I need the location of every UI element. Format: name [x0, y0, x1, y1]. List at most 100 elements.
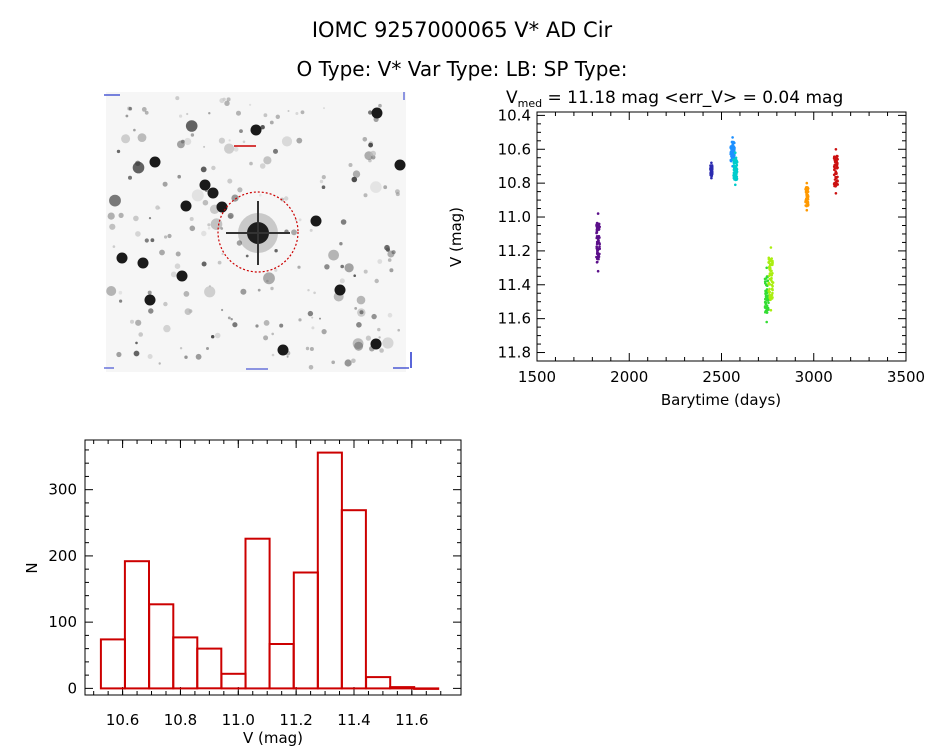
field-star — [147, 290, 152, 295]
field-star — [384, 244, 390, 251]
target-star-glare — [226, 201, 290, 265]
field-star — [263, 320, 270, 326]
lc-point — [595, 222, 599, 226]
lc-ytick-label: 10.4 — [498, 106, 531, 124]
field-star — [174, 263, 181, 270]
field-star — [125, 114, 129, 118]
lc-point — [771, 281, 775, 284]
field-star — [184, 355, 188, 359]
lc-point — [767, 301, 770, 305]
lc-point — [769, 246, 773, 249]
lc-point — [806, 195, 810, 199]
field-star — [297, 265, 301, 269]
lc-point — [735, 162, 738, 165]
bright-star — [277, 344, 289, 356]
lc-point — [596, 227, 599, 231]
lc-title-prefix: V — [506, 88, 518, 108]
field-star — [270, 286, 274, 291]
lc-plot-frame — [536, 111, 907, 362]
field-star — [203, 145, 206, 148]
field-star — [175, 96, 180, 101]
field-star — [227, 316, 231, 320]
field-star — [133, 350, 140, 357]
lc-point — [769, 308, 773, 312]
field-star — [368, 142, 373, 148]
field-star — [281, 136, 293, 147]
hist-bar — [172, 636, 199, 690]
field-star — [383, 185, 388, 190]
lc-point — [768, 296, 772, 299]
bright-star — [144, 294, 156, 306]
lc-point — [806, 197, 810, 201]
lc-point — [834, 148, 838, 151]
field-star — [189, 225, 196, 232]
field-star — [179, 347, 183, 350]
aperture-circle — [217, 191, 299, 273]
field-star — [109, 194, 121, 207]
lc-point — [767, 258, 771, 261]
field-star — [368, 158, 372, 163]
lc-point — [832, 156, 836, 160]
field-star — [374, 278, 379, 284]
field-star — [148, 308, 154, 314]
field-star — [271, 353, 275, 357]
field-star — [311, 316, 314, 319]
lc-point — [729, 152, 732, 156]
field-star — [179, 114, 183, 118]
lc-point — [765, 275, 769, 278]
field-star — [313, 291, 316, 295]
field-star — [263, 113, 268, 118]
lc-point — [731, 152, 735, 156]
lc-xtick-label: 3500 — [887, 368, 925, 386]
field-star — [242, 140, 246, 144]
lc-point — [734, 183, 737, 187]
field-star — [311, 326, 315, 330]
hist-plot-frame — [84, 439, 462, 696]
field-star — [249, 103, 252, 106]
field-star — [382, 337, 394, 349]
field-star — [391, 250, 396, 255]
field-star — [207, 226, 211, 230]
field-star — [184, 137, 192, 146]
lc-point — [596, 260, 599, 264]
lc-point — [733, 170, 736, 174]
field-star — [138, 332, 143, 337]
lc-point — [595, 255, 598, 259]
field-star — [305, 346, 310, 351]
lc-axis-ticks: 1500 2000 2500 3000 3500 10.4 10.6 10.8 11.0 11.2… — [498, 106, 926, 386]
field-star — [269, 120, 274, 125]
hist-bar — [340, 509, 367, 690]
field-star — [356, 322, 362, 328]
hist-ytick-label: 300 — [48, 481, 77, 499]
lc-ytick-label: 10.8 — [498, 174, 531, 192]
field-star — [395, 192, 400, 197]
field-star — [226, 97, 231, 102]
hist-bar — [196, 647, 223, 690]
field-star — [339, 242, 343, 246]
lc-point — [730, 140, 734, 144]
field-star — [118, 290, 123, 295]
field-star — [379, 348, 384, 353]
field-star — [175, 251, 181, 257]
field-star — [368, 110, 373, 115]
lc-point — [763, 306, 767, 309]
field-star — [130, 319, 134, 324]
field-star — [195, 353, 202, 360]
lc-point — [764, 297, 767, 301]
hist-bar — [389, 686, 416, 690]
field-star — [121, 134, 131, 144]
field-star — [249, 161, 253, 166]
field-star — [202, 199, 209, 206]
field-star — [255, 324, 259, 328]
bright-star — [180, 200, 192, 212]
lc-point — [835, 167, 839, 170]
field-star — [150, 238, 155, 243]
lc-data-points — [595, 136, 839, 324]
lc-point — [766, 279, 770, 283]
lc-point — [835, 179, 839, 183]
bright-star — [116, 252, 128, 264]
hist-bar — [268, 643, 295, 690]
field-star — [218, 137, 225, 144]
field-star — [363, 193, 368, 198]
